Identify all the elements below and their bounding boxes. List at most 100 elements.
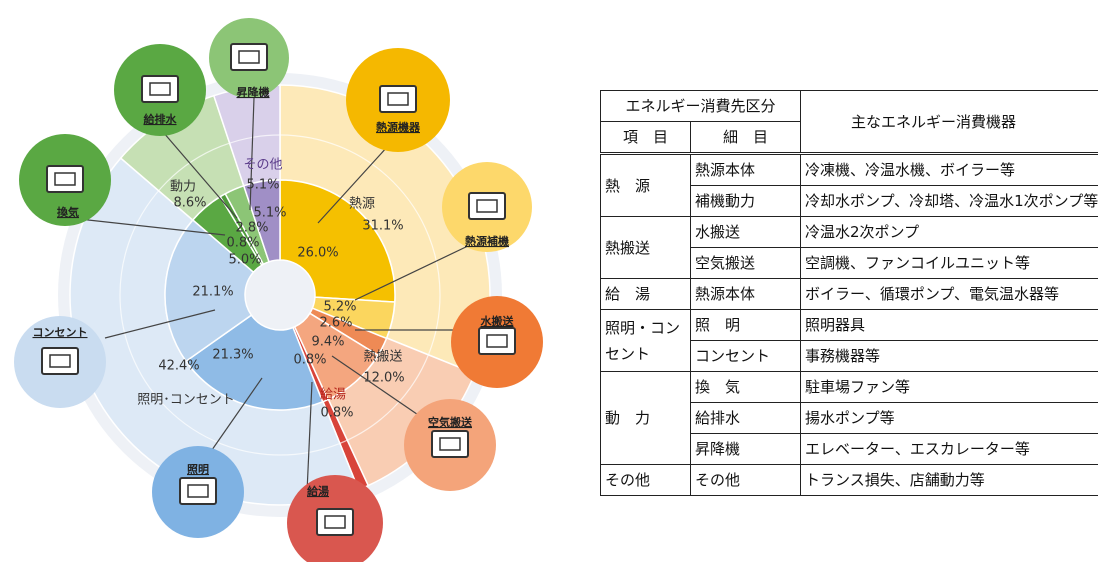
inner-value-label: 26.0% xyxy=(297,246,338,261)
icon-label: 換気 xyxy=(57,205,79,219)
leader-line xyxy=(104,309,216,339)
header-cell: エネルギー消費先区分 xyxy=(600,90,802,122)
group-name: 熱搬送 xyxy=(363,350,402,365)
table-row: 昇降機 エレベーター、エスカレーター等 xyxy=(601,433,1098,465)
sub-item-cell: 空気搬送 xyxy=(689,247,802,279)
equipment-cell: 冷凍機、冷温水機、ボイラー等 xyxy=(800,153,1098,186)
table-row: 動 力換 気駐車場ファン等 xyxy=(600,371,1098,465)
leader-line xyxy=(69,217,226,236)
inner-value-label: 2.6% xyxy=(319,316,352,331)
inner-value-label: 9.4% xyxy=(311,335,344,350)
icon-glyph xyxy=(230,43,268,71)
icon-glyph xyxy=(379,85,417,113)
equipment-cell: 駐車場ファン等 xyxy=(800,371,1098,403)
table-row: 空気搬送 空調機、ファンコイルユニット等 xyxy=(601,247,1098,279)
icon-glyph xyxy=(431,430,469,458)
inner-wedge xyxy=(184,314,324,411)
sub-item-cell: コンセント xyxy=(689,340,802,372)
inner-wedge xyxy=(279,179,396,303)
inner-value-label: 0.8% xyxy=(293,353,326,368)
icon-label: 給湯 xyxy=(307,484,329,498)
table-row: 照明・コンセント照 明照明器具 xyxy=(600,309,1098,372)
icon-glyph-detail xyxy=(49,354,71,368)
inner-value-label: 5.1% xyxy=(253,206,286,221)
icon-glyph-detail xyxy=(486,334,508,348)
sub-item-cell: 給排水 xyxy=(689,402,802,434)
inner-value-label: 5.0% xyxy=(228,253,261,268)
table-row: 給 湯熱源本体 ボイラー、循環ポンプ、電気温水器等 xyxy=(600,278,1098,310)
leader-line xyxy=(354,244,471,301)
icon-label: コンセント xyxy=(33,326,88,339)
group-name: 動力 xyxy=(170,180,196,195)
icon-label: 空気搬送 xyxy=(428,415,473,429)
table-row: 補機動力 冷却水ポンプ、冷却塔、冷温水1次ポンプ等 xyxy=(601,185,1098,217)
icon-label: 熱源機器 xyxy=(376,120,421,134)
equipment-cell: ボイラー、循環ポンプ、電気温水器等 xyxy=(800,278,1098,310)
icon-label: 給排水 xyxy=(144,112,178,126)
equipment-cell: トランス損失、店舗動力等 xyxy=(800,464,1098,496)
inner-value-label: 21.1% xyxy=(192,285,233,300)
equipment-cell: 照明器具 xyxy=(800,309,1098,341)
group-value-label: 12.0% xyxy=(363,371,404,386)
group-value-label: 31.1% xyxy=(362,219,403,234)
leader-line xyxy=(249,97,255,211)
energy-table: エネルギー消費先区分 主なエネルギー消費機器項 目細 目熱 源熱源本体 冷凍機、冷温… xyxy=(600,90,1098,496)
inner-wedge xyxy=(242,179,281,263)
group-name: 照明･コンセント xyxy=(137,393,235,408)
header-row: エネルギー消費先区分 主なエネルギー消費機器 xyxy=(600,90,1098,155)
icon-glyph-detail xyxy=(187,484,209,498)
inner-value-label: 0.8% xyxy=(226,236,259,251)
icon-glyph-detail xyxy=(324,515,346,529)
icon-glyph-detail xyxy=(387,92,409,106)
inner-value-label: 21.3% xyxy=(212,348,253,363)
table-row: 熱搬送 水搬送 冷温水2次ポンプ xyxy=(600,216,1098,279)
group-name: その他 xyxy=(243,158,282,173)
icon-glyph-detail xyxy=(54,172,76,186)
group-value-label: 8.6% xyxy=(173,196,206,211)
sub-item-cell: 昇降機 xyxy=(689,433,802,465)
icon-glyph xyxy=(41,347,79,375)
table-row: コンセント 事務機器等 xyxy=(601,340,1098,372)
icon-glyph-detail xyxy=(439,437,461,451)
sub-item-cell: 補機動力 xyxy=(689,185,802,217)
equipment-cell: 空調機、ファンコイルユニット等 xyxy=(800,247,1098,279)
sub-item-cell: 照 明 xyxy=(689,309,802,341)
sub-item-cell: 熱源本体 xyxy=(689,153,802,186)
group-value-label: 42.4% xyxy=(158,359,199,374)
icon-glyph xyxy=(478,327,516,355)
item-cell: 給 湯 xyxy=(600,278,691,310)
icon-glyph-detail xyxy=(476,199,498,213)
equipment-cell: 冷却水ポンプ、冷却塔、冷温水1次ポンプ等 xyxy=(800,185,1098,217)
icon-glyph xyxy=(46,165,84,193)
equipment-cell: エレベーター、エスカレーター等 xyxy=(800,433,1098,465)
icon-label: 照明 xyxy=(187,463,209,476)
icon-glyph xyxy=(179,477,217,505)
leader-line xyxy=(156,124,238,219)
item-cell: 動 力 xyxy=(600,371,691,465)
equipment-cell: 冷温水2次ポンプ xyxy=(800,216,1098,248)
equipment-cell: 揚水ポンプ等 xyxy=(800,402,1098,434)
group-value-label: 0.8% xyxy=(320,406,353,421)
icon-label: 熱源補機 xyxy=(465,234,509,248)
inner-value-label: 2.8% xyxy=(235,221,268,236)
inner-value-label: 5.2% xyxy=(323,300,356,315)
header-row: 項 目細 目 xyxy=(600,121,1098,155)
icon-label: 昇降機 xyxy=(237,85,270,99)
sub-item-cell: 換 気 xyxy=(689,371,802,403)
icon-label: 水搬送 xyxy=(481,314,515,328)
sub-item-cell: その他 xyxy=(689,464,802,496)
leader-line xyxy=(331,355,431,424)
leader-line xyxy=(306,381,313,493)
header-cell: 主なエネルギー消費機器 xyxy=(800,90,1098,155)
sunburst-chart: 熱源 31.1% 熱源機器 26.0% 熱源補機 5.2% 熱搬送 12.0% 水搬送 2.6% 空… xyxy=(14,18,543,562)
equipment-cell: 事務機器等 xyxy=(800,340,1098,372)
icon-glyph-detail xyxy=(149,82,171,96)
item-cell: その他 xyxy=(600,464,691,496)
group-value-label: 5.1% xyxy=(246,178,279,193)
icon-glyph xyxy=(141,75,179,103)
group-name: 熱源 xyxy=(349,197,375,212)
table-container: エネルギー消費先区分 主なエネルギー消費機器項 目細 目熱 源熱源本体 冷凍機、冷温… xyxy=(600,90,1098,550)
table-row: 熱 源熱源本体 冷凍機、冷温水機、ボイラー等 xyxy=(600,153,1098,217)
item-cell: 照明・コンセント xyxy=(600,309,691,372)
